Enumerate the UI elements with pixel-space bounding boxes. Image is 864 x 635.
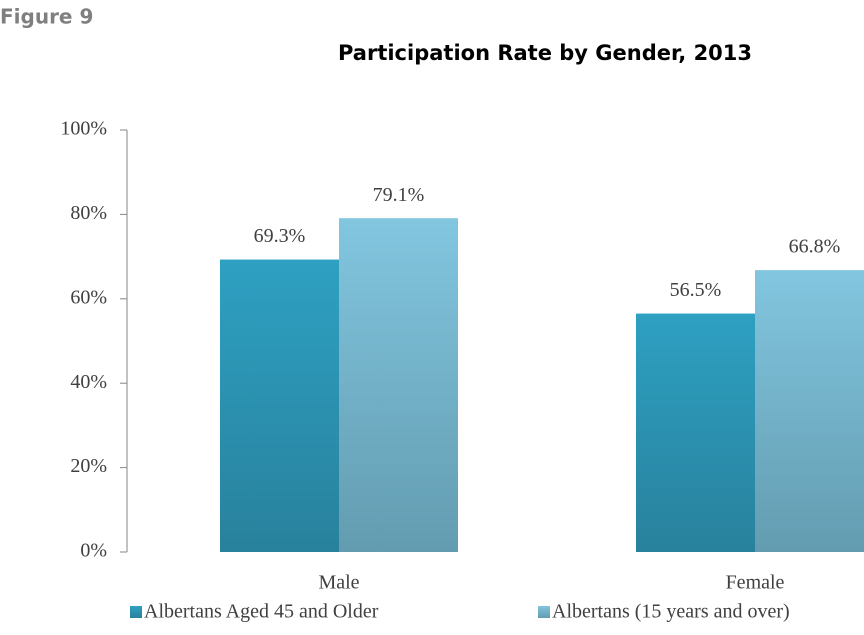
bar: [755, 270, 864, 552]
bar: [636, 313, 755, 552]
x-tick-label: Female: [726, 572, 785, 594]
x-tick-label: Male: [318, 572, 359, 594]
y-tick-label: 100%: [60, 118, 107, 140]
data-label: 79.1%: [373, 184, 425, 206]
data-label: 69.3%: [254, 225, 306, 247]
legend-label: Albertans Aged 45 and Older: [144, 601, 379, 623]
y-tick-label: 0%: [80, 540, 107, 562]
figure-label: Figure 9: [0, 5, 93, 29]
legend-marker: [538, 606, 550, 618]
bar: [220, 259, 339, 552]
chart-title: Participation Rate by Gender, 2013: [338, 41, 752, 65]
y-tick-label: 40%: [70, 371, 107, 393]
y-tick-label: 80%: [70, 202, 107, 224]
data-label: 66.8%: [789, 236, 841, 258]
y-tick-label: 20%: [70, 455, 107, 477]
legend-marker: [130, 606, 142, 618]
bar: [339, 218, 458, 552]
data-label: 56.5%: [670, 279, 722, 301]
y-tick-label: 60%: [70, 286, 107, 308]
legend-label: Albertans (15 years and over): [552, 601, 790, 623]
